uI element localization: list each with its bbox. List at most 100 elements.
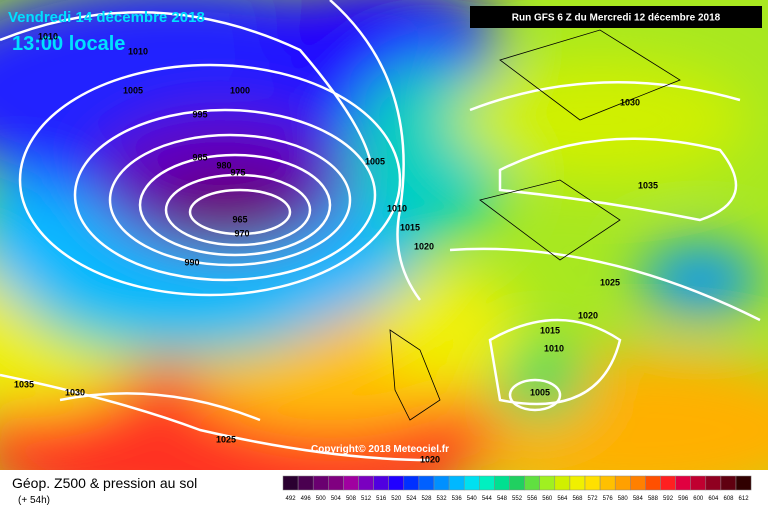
- isobar-label: 1010: [128, 46, 148, 56]
- color-swatch: [645, 475, 661, 491]
- color-swatch: [463, 475, 480, 491]
- isobar-label: 1015: [400, 222, 420, 232]
- coastlines: [389, 29, 681, 421]
- color-swatch: [614, 475, 631, 491]
- legend-title: Géop. Z500 & pression au sol: [12, 475, 197, 491]
- color-swatch: [630, 475, 646, 491]
- isobar-label: 1005: [365, 156, 385, 166]
- color-swatch: [705, 475, 722, 491]
- isobar-label: 990: [184, 257, 199, 267]
- date: Vendredi 14 décembre 2018: [8, 9, 205, 26]
- legend-label: 604: [708, 496, 719, 502]
- isobar-label: 1000: [230, 85, 250, 95]
- legend-label: 536: [452, 496, 463, 502]
- legend-label: 596: [678, 496, 689, 502]
- legend-label: 500: [316, 496, 327, 502]
- isobar-label: 1010: [38, 31, 58, 41]
- legend-label: 556: [527, 496, 538, 502]
- isobar-label: 965: [232, 214, 247, 224]
- time: 13:00 locale: [12, 33, 125, 55]
- isobar-label: 1005: [530, 387, 550, 397]
- isobar-label: 1020: [414, 241, 434, 251]
- isobar-label: 1035: [638, 180, 658, 190]
- legend-label: 524: [406, 496, 417, 502]
- isobars: [0, 0, 761, 462]
- legend-label: 584: [633, 496, 644, 502]
- color-swatch: [388, 475, 405, 491]
- color-swatch: [690, 475, 707, 491]
- isobar-label: 1030: [65, 387, 85, 397]
- legend-label: 580: [618, 496, 629, 502]
- color-swatch: [720, 475, 737, 491]
- isobar-label: 1025: [216, 434, 236, 444]
- isobar-label: 1030: [620, 97, 640, 107]
- run-info: Run GFS 6 Z du Mercredi 12 décembre 2018: [512, 13, 721, 24]
- legend-label: 608: [723, 496, 734, 502]
- isobar-label: 1005: [123, 85, 143, 95]
- isobar-label: 1020: [420, 454, 440, 464]
- color-swatch: [343, 475, 359, 491]
- legend-label: 528: [421, 496, 432, 502]
- color-swatch: [524, 475, 540, 491]
- legend-label: 576: [603, 496, 614, 502]
- isobar-label: 1015: [540, 325, 560, 335]
- legend-label: 564: [557, 496, 568, 502]
- isobar-label: 1020: [578, 310, 598, 320]
- legend-label: 520: [391, 496, 402, 502]
- legend-label: 504: [331, 496, 342, 502]
- legend-label: 496: [301, 496, 312, 502]
- legend-label: 548: [497, 496, 508, 502]
- color-swatch: [735, 475, 752, 491]
- isobar-label: 970: [234, 228, 249, 238]
- color-swatch: [675, 475, 691, 491]
- color-swatch: [660, 475, 676, 491]
- legend-label: 612: [739, 496, 750, 502]
- color-swatch: [569, 475, 586, 491]
- legend-label: 544: [482, 496, 493, 502]
- color-swatch: [599, 475, 616, 491]
- legend-label: 516: [376, 496, 387, 502]
- color-swatch: [403, 475, 420, 491]
- lead-time: (+ 54h): [18, 495, 50, 506]
- color-swatch: [297, 475, 314, 491]
- legend-label: 560: [542, 496, 553, 502]
- color-swatch: [373, 475, 389, 491]
- legend-label: 588: [648, 496, 659, 502]
- legend-label: 600: [693, 496, 704, 502]
- color-swatch: [418, 475, 435, 491]
- color-swatch: [433, 475, 450, 491]
- copyright: Copyright© 2018 Meteociel.fr: [311, 444, 449, 455]
- color-swatch: [584, 475, 601, 491]
- color-swatch: [328, 475, 344, 491]
- legend-label: 540: [467, 496, 478, 502]
- isobar-label: 975: [230, 167, 245, 177]
- legend-label: 592: [663, 496, 674, 502]
- color-swatch: [312, 475, 329, 491]
- color-swatch: [494, 475, 510, 491]
- color-swatch: [509, 475, 525, 491]
- colorbar: 492 496 500 504 508 512 516 520 524 528 532 536 540 5…: [282, 475, 752, 502]
- legend-label: 492: [286, 496, 297, 502]
- color-swatch: [358, 475, 374, 491]
- legend-label: 532: [437, 496, 448, 502]
- isobar-label: 1010: [544, 343, 564, 353]
- legend-label: 572: [588, 496, 599, 502]
- run-box: [470, 6, 762, 28]
- color-swatch: [282, 475, 299, 491]
- isobar-label: 980: [216, 160, 231, 170]
- isobar-label: 1025: [600, 277, 620, 287]
- legend-label: 512: [361, 496, 372, 502]
- legend-label: 568: [572, 496, 583, 502]
- legend-label: 508: [346, 496, 357, 502]
- color-swatch: [539, 475, 556, 491]
- legend-label: 552: [512, 496, 523, 502]
- isobar-label: 1010: [387, 203, 407, 213]
- isobar-label: 1035: [14, 379, 34, 389]
- isobar-label: 995: [192, 109, 207, 119]
- color-swatch: [479, 475, 495, 491]
- isobar-label: 985: [192, 152, 207, 162]
- color-swatch: [554, 475, 571, 491]
